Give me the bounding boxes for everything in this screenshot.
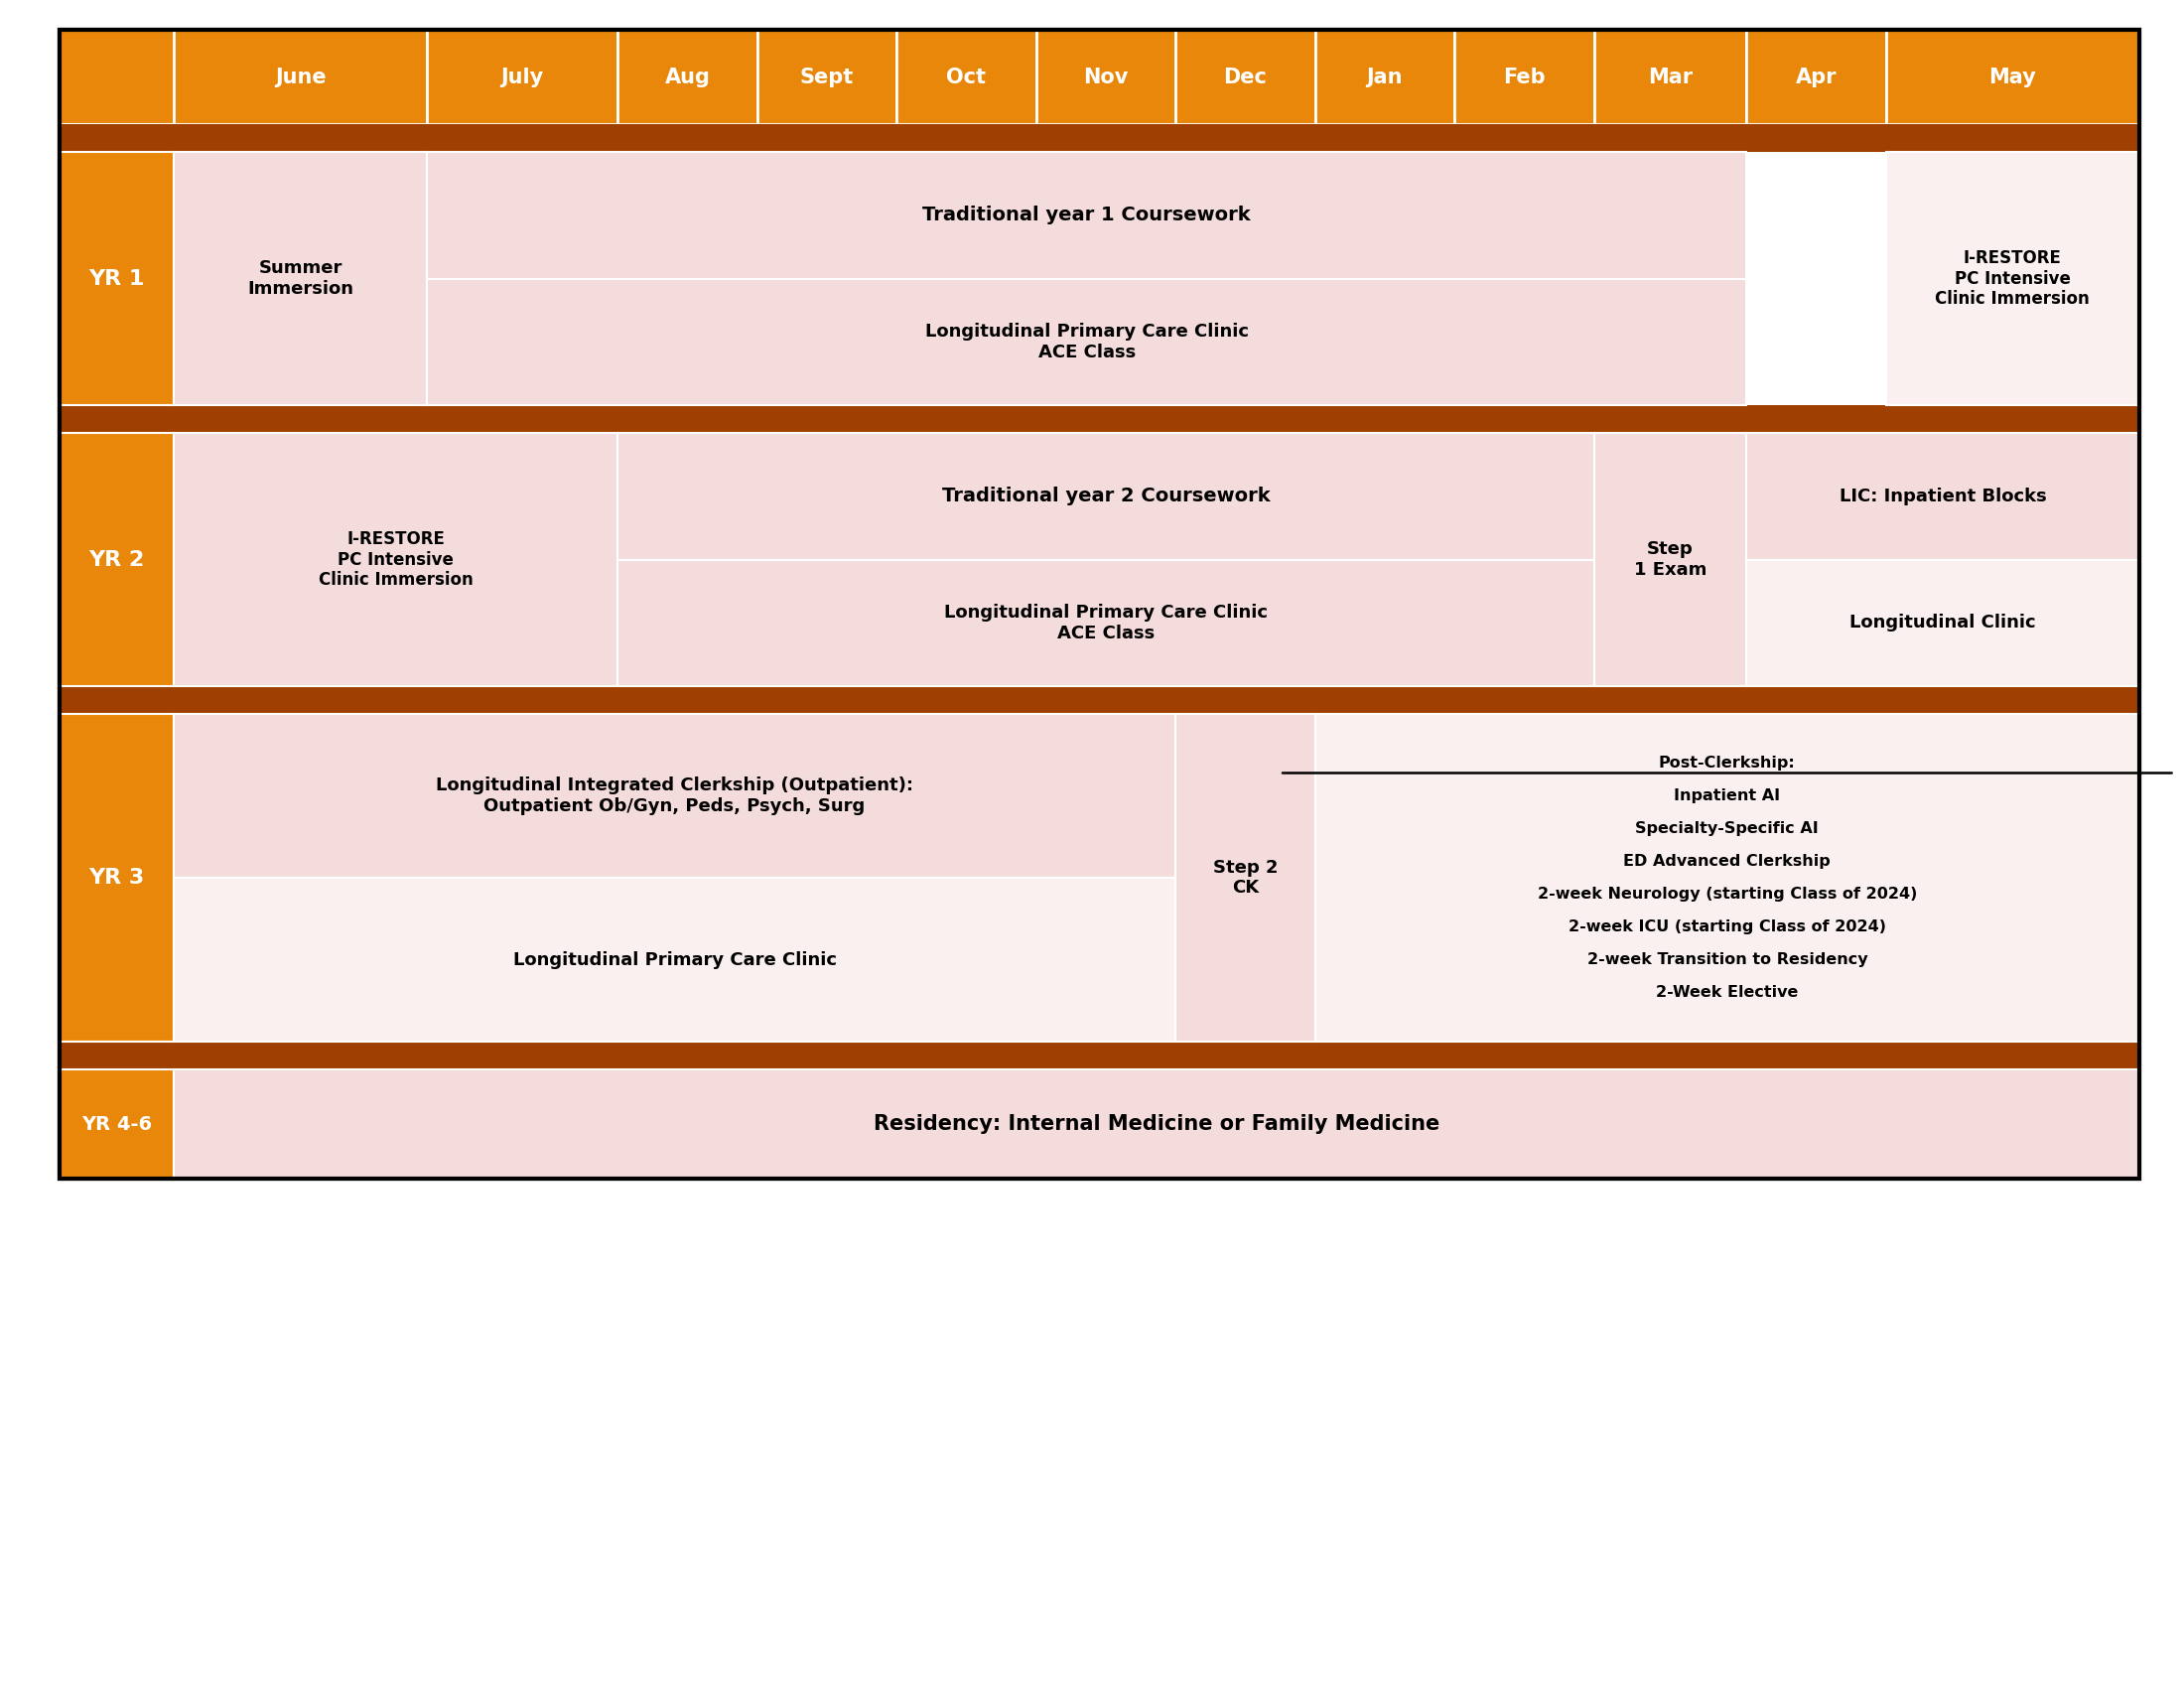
Text: LIC: Inpatient Blocks: LIC: Inpatient Blocks xyxy=(1839,488,2046,505)
Bar xyxy=(1747,432,2140,559)
Text: Dec: Dec xyxy=(1223,68,1267,86)
Text: Residency: Internal Medicine or Family Medicine: Residency: Internal Medicine or Family M… xyxy=(874,1114,1439,1134)
Text: 2-Week Elective: 2-Week Elective xyxy=(1655,986,1797,999)
Text: YR 2: YR 2 xyxy=(90,550,144,569)
Bar xyxy=(618,30,758,125)
Text: YR 1: YR 1 xyxy=(90,268,144,289)
Text: 2-week Neurology (starting Class of 2024): 2-week Neurology (starting Class of 2024… xyxy=(1538,886,1918,901)
Bar xyxy=(59,432,175,685)
Bar xyxy=(59,685,2140,714)
Bar xyxy=(758,30,898,125)
Text: Traditional year 1 Coursework: Traditional year 1 Coursework xyxy=(922,206,1251,225)
Bar xyxy=(898,30,1035,125)
Bar xyxy=(1315,30,1455,125)
Bar xyxy=(1035,30,1175,125)
Bar xyxy=(59,30,2140,125)
Bar xyxy=(1175,714,1315,1041)
Bar xyxy=(428,30,618,125)
Bar xyxy=(428,279,1747,405)
Bar xyxy=(1885,152,2140,405)
Bar xyxy=(175,432,618,685)
Bar xyxy=(59,714,175,1041)
Bar xyxy=(59,1041,2140,1070)
Bar xyxy=(175,1070,2140,1178)
Text: ED Advanced Clerkship: ED Advanced Clerkship xyxy=(1623,854,1830,869)
Text: Longitudinal Primary Care Clinic
ACE Class: Longitudinal Primary Care Clinic ACE Cla… xyxy=(926,322,1249,361)
Bar xyxy=(59,152,175,405)
Bar xyxy=(59,405,2140,432)
Bar xyxy=(618,559,1594,685)
Bar xyxy=(1594,432,1747,685)
Text: Jan: Jan xyxy=(1367,68,1402,86)
Text: Longitudinal Integrated Clerkship (Outpatient):
Outpatient Ob/Gyn, Peds, Psych, : Longitudinal Integrated Clerkship (Outpa… xyxy=(437,776,913,815)
Text: Post-Clerkship:: Post-Clerkship: xyxy=(1660,756,1795,770)
Text: Sept: Sept xyxy=(799,68,854,86)
Text: YR 4-6: YR 4-6 xyxy=(81,1114,153,1133)
Text: June: June xyxy=(275,68,325,86)
Text: Feb: Feb xyxy=(1503,68,1546,86)
Bar xyxy=(175,878,1175,1041)
Text: Step
1 Exam: Step 1 Exam xyxy=(1634,540,1706,579)
Bar xyxy=(1175,30,1315,125)
Bar xyxy=(1747,30,1885,125)
Text: Longitudinal Clinic: Longitudinal Clinic xyxy=(1850,614,2035,631)
Text: Apr: Apr xyxy=(1795,68,1837,86)
Bar xyxy=(59,30,2140,1178)
Text: May: May xyxy=(1990,68,2035,86)
Bar xyxy=(175,30,428,125)
Bar xyxy=(1455,30,1594,125)
Text: Mar: Mar xyxy=(1647,68,1693,86)
Bar xyxy=(1885,30,2140,125)
Text: I-RESTORE
PC Intensive
Clinic Immersion: I-RESTORE PC Intensive Clinic Immersion xyxy=(1935,248,2090,309)
Text: Nov: Nov xyxy=(1083,68,1129,86)
Bar xyxy=(1315,714,2140,1041)
Text: 2-week ICU (starting Class of 2024): 2-week ICU (starting Class of 2024) xyxy=(1568,920,1887,935)
Text: Specialty-Specific AI: Specialty-Specific AI xyxy=(1636,820,1819,836)
Text: Traditional year 2 Coursework: Traditional year 2 Coursework xyxy=(941,486,1269,506)
Bar xyxy=(59,125,2140,152)
Bar xyxy=(59,30,2140,1178)
Text: Step 2
CK: Step 2 CK xyxy=(1212,859,1278,896)
Bar xyxy=(428,152,1747,279)
Text: Oct: Oct xyxy=(946,68,987,86)
Text: Summer
Immersion: Summer Immersion xyxy=(247,260,354,297)
Bar xyxy=(175,714,1175,878)
Bar xyxy=(1594,30,1747,125)
Text: 2-week Transition to Residency: 2-week Transition to Residency xyxy=(1588,952,1867,967)
Text: Aug: Aug xyxy=(664,68,710,86)
Bar xyxy=(1747,559,2140,685)
Text: YR 3: YR 3 xyxy=(90,868,144,888)
Text: I-RESTORE
PC Intensive
Clinic Immersion: I-RESTORE PC Intensive Clinic Immersion xyxy=(319,530,474,589)
Bar xyxy=(618,432,1594,559)
Text: Inpatient AI: Inpatient AI xyxy=(1673,788,1780,803)
Bar xyxy=(175,152,428,405)
Bar xyxy=(59,1070,175,1178)
Text: Longitudinal Primary Care Clinic
ACE Class: Longitudinal Primary Care Clinic ACE Cla… xyxy=(943,604,1267,641)
Text: Longitudinal Primary Care Clinic: Longitudinal Primary Care Clinic xyxy=(513,950,836,969)
Text: July: July xyxy=(500,68,544,86)
